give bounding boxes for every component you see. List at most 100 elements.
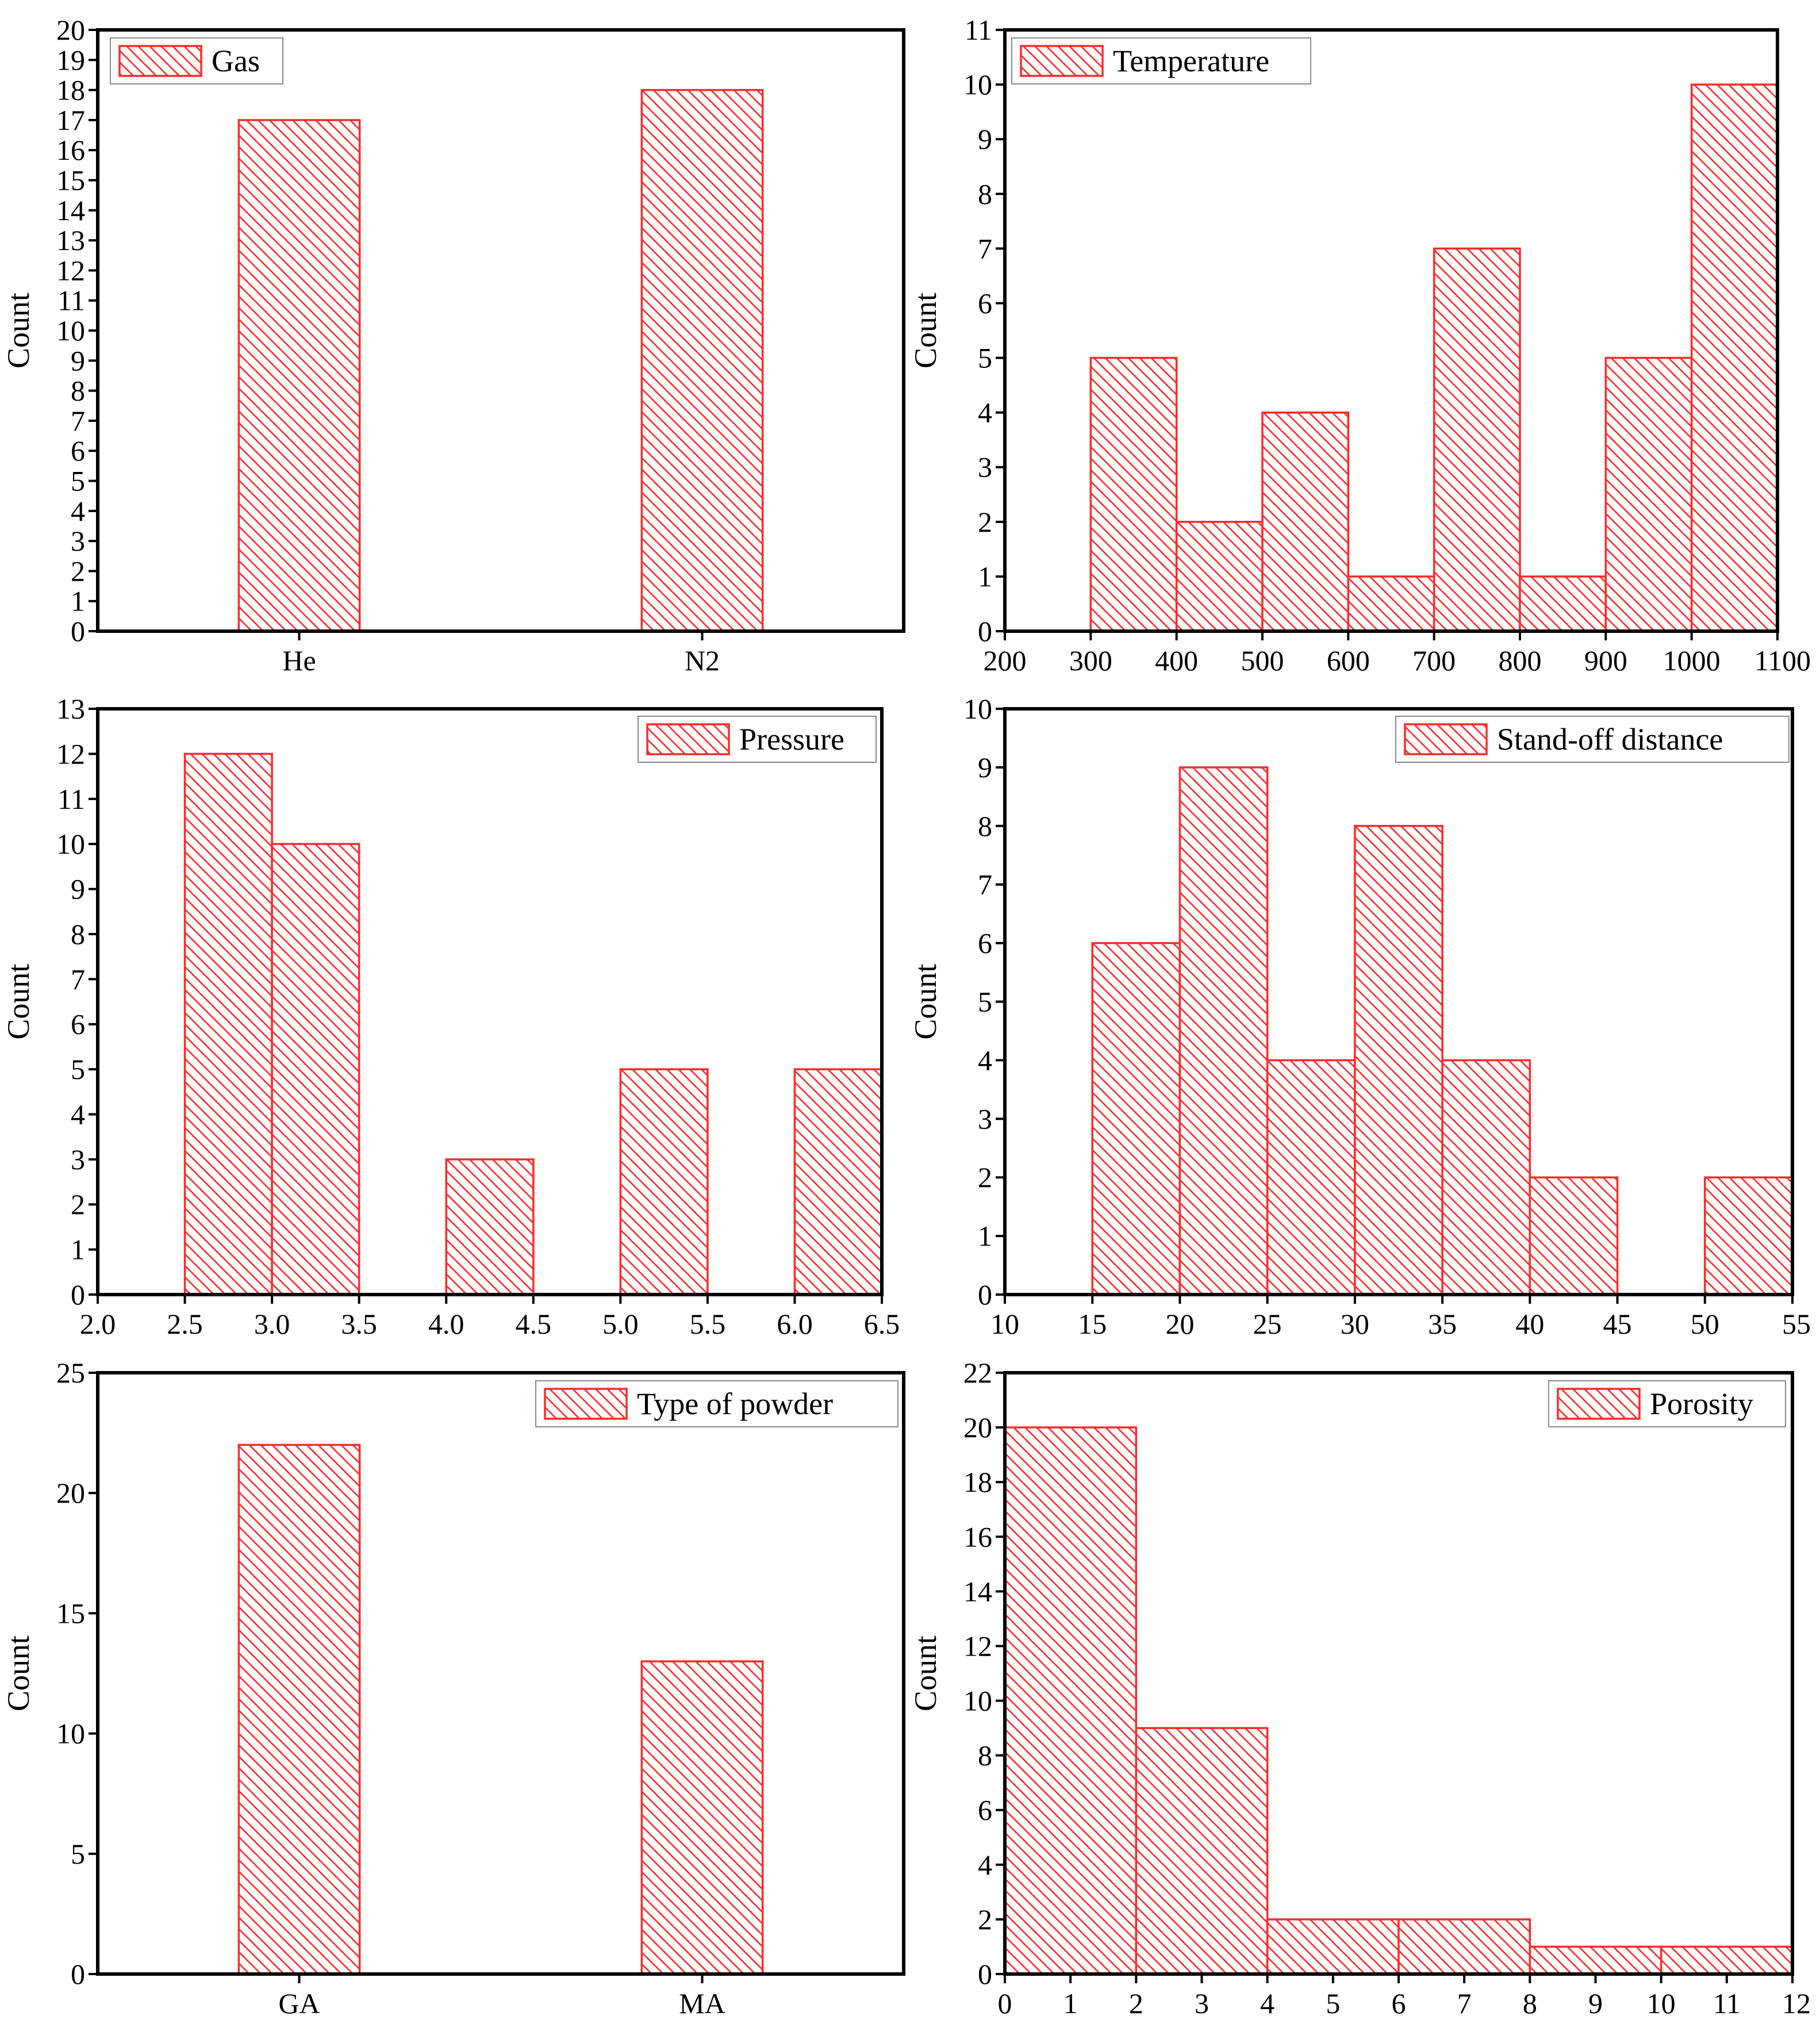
x-tick-label: 1100 <box>1754 644 1811 677</box>
histogram-bar <box>1347 575 1435 632</box>
y-tick-label: 3 <box>978 451 992 483</box>
bar-he <box>237 119 361 632</box>
y-tick-label: 11 <box>57 783 85 815</box>
bar-ga <box>237 1443 361 1975</box>
x-tick-label: 3.0 <box>254 1308 290 1340</box>
x-tick-label: 25 <box>1253 1308 1282 1340</box>
histogram-bar <box>1704 1176 1794 1296</box>
y-tick-label: 0 <box>71 615 85 647</box>
histogram-bar <box>1529 1945 1662 1975</box>
x-tick-label: 5.5 <box>690 1308 726 1340</box>
x-tick-label: 3 <box>1195 1987 1209 2019</box>
histogram-bar <box>1529 1176 1619 1296</box>
x-tick-label: 10 <box>1647 1987 1676 2019</box>
x-tick-label: 500 <box>1241 644 1284 677</box>
y-tick-label: 10 <box>56 314 85 347</box>
y-tick-label: 19 <box>56 44 85 76</box>
y-axis-title: Count <box>908 293 943 368</box>
legend-label: Pressure <box>739 722 844 757</box>
y-tick-label: 1 <box>71 585 85 617</box>
legend-label: Gas <box>212 44 260 78</box>
y-tick-label: 16 <box>963 1520 992 1553</box>
y-tick-label: 8 <box>978 178 992 210</box>
y-tick-label: 1 <box>978 560 992 593</box>
y-tick-label: 15 <box>56 164 85 197</box>
legend-swatch <box>1020 45 1104 77</box>
histogram-bar <box>1441 1059 1531 1296</box>
histogram-bar <box>1135 1727 1269 1975</box>
y-tick-label: 7 <box>978 232 992 264</box>
y-tick-label: 20 <box>963 1411 992 1443</box>
y-tick-label: 8 <box>71 375 85 407</box>
y-tick-label: 10 <box>56 1718 85 1750</box>
x-tick-label: 4.0 <box>428 1308 464 1340</box>
bar-n2 <box>640 89 764 632</box>
legend: Porosity <box>1548 1380 1786 1427</box>
y-tick-label: 10 <box>963 1685 992 1717</box>
histogram-bar <box>1089 356 1178 632</box>
y-tick-label: 3 <box>71 1143 85 1176</box>
y-tick-label: 11 <box>965 14 992 46</box>
histogram-bar <box>1175 521 1264 632</box>
x-tick-label: 9 <box>1588 1987 1603 2019</box>
x-tick-label: 900 <box>1584 644 1627 677</box>
x-tick-label: 800 <box>1499 644 1542 677</box>
legend: Temperature <box>1011 37 1311 85</box>
y-tick-label: 8 <box>978 1740 992 1772</box>
histogram-bar <box>793 1068 883 1296</box>
x-tick-label: He <box>282 644 316 677</box>
y-tick-label: 12 <box>56 254 85 286</box>
histogram-bar <box>183 752 273 1296</box>
histogram-bar <box>1091 942 1181 1296</box>
y-tick-label: 7 <box>71 963 85 995</box>
y-tick-label: 3 <box>71 525 85 557</box>
histogram-bar <box>1354 825 1443 1296</box>
y-tick-label: 5 <box>978 986 992 1018</box>
y-tick-label: 6 <box>978 287 992 319</box>
histogram-bar <box>271 843 360 1296</box>
y-tick-label: 5 <box>978 342 992 374</box>
y-tick-label: 9 <box>978 751 992 784</box>
histogram-bar <box>1266 1059 1356 1296</box>
x-tick-label: 1000 <box>1663 644 1721 677</box>
y-tick-label: 16 <box>56 134 85 166</box>
x-tick-label: MA <box>679 1987 725 2019</box>
y-tick-label: 10 <box>963 68 992 101</box>
x-tick-label: 12 <box>1782 1987 1811 2019</box>
x-tick-label: 10 <box>990 1308 1019 1340</box>
x-tick-label: 5.0 <box>602 1308 639 1340</box>
x-tick-label: 0 <box>998 1987 1012 2019</box>
histogram-bar <box>1690 83 1779 632</box>
y-tick-label: 9 <box>71 344 85 377</box>
bar-ma <box>640 1660 764 1975</box>
y-tick-label: 12 <box>56 738 85 770</box>
y-tick-label: 7 <box>978 869 992 901</box>
x-tick-label: GA <box>278 1987 320 2019</box>
x-tick-label: 7 <box>1457 1987 1472 2019</box>
y-tick-label: 18 <box>56 74 85 106</box>
x-tick-label: 5 <box>1326 1987 1340 2019</box>
y-axis-title: Count <box>908 1635 943 1711</box>
y-tick-label: 0 <box>71 1958 85 1990</box>
y-tick-label: 9 <box>71 873 85 905</box>
y-tick-label: 17 <box>56 104 85 136</box>
y-tick-label: 2 <box>978 1903 992 1936</box>
y-tick-label: 18 <box>963 1466 992 1498</box>
plot-frame <box>1003 28 1779 633</box>
x-tick-label: 700 <box>1412 644 1456 677</box>
histogram-bar <box>1433 247 1521 632</box>
legend-label: Porosity <box>1650 1387 1753 1421</box>
x-tick-label: 3.5 <box>341 1308 377 1340</box>
y-axis-title: Count <box>1 293 36 368</box>
legend-label: Temperature <box>1113 44 1269 78</box>
y-tick-label: 0 <box>71 1278 85 1311</box>
histogram-bar <box>619 1068 709 1296</box>
y-tick-label: 15 <box>56 1597 85 1629</box>
y-axis-title: Count <box>1 1635 36 1711</box>
x-tick-label: 1 <box>1063 1987 1078 2019</box>
y-tick-label: 9 <box>978 123 992 155</box>
y-tick-label: 20 <box>56 14 85 46</box>
legend: Gas <box>110 37 283 85</box>
x-tick-label: 35 <box>1428 1308 1457 1340</box>
